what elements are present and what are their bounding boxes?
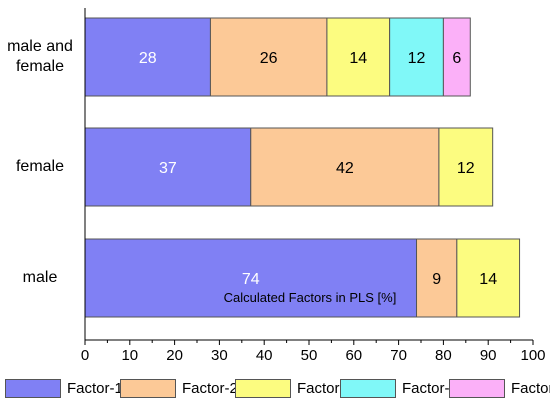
x-tick-label: 0 bbox=[81, 347, 89, 364]
x-tick-label: 10 bbox=[121, 347, 138, 364]
category-label-male: male bbox=[22, 269, 58, 286]
legend-swatch bbox=[449, 379, 505, 398]
bar-segment-male-factor-3 bbox=[456, 238, 521, 318]
data-label: 74 bbox=[242, 271, 260, 288]
legend-label: Factor-2 bbox=[182, 380, 238, 397]
legend-swatch bbox=[120, 379, 176, 398]
legend-label: Factor-4 bbox=[402, 380, 458, 397]
x-tick-label: 90 bbox=[480, 347, 497, 364]
bars-layer: 28 26 14 12 6 37 42 12 74 9 14 bbox=[84, 17, 521, 318]
data-label: 42 bbox=[336, 160, 354, 177]
x-tick-label: 80 bbox=[435, 347, 452, 364]
legend-label: Factor-3 bbox=[297, 380, 353, 397]
data-label: 26 bbox=[260, 50, 278, 67]
stacked-bar-chart: 28 26 14 12 6 37 42 12 74 9 14 0 10 20 30 40 50 60 70 80 90… bbox=[81, 8, 546, 364]
data-label: 14 bbox=[349, 50, 367, 67]
bar-segment-male-and-female-factor-1 bbox=[84, 17, 211, 97]
bar-segment-male-and-female-factor-5 bbox=[442, 17, 471, 97]
bar-segment-male-and-female-factor-3 bbox=[326, 17, 391, 97]
category-label-female: female bbox=[15, 158, 65, 175]
data-label: 12 bbox=[457, 160, 475, 177]
bar-segment-male-factor-2 bbox=[416, 238, 458, 318]
data-label: 6 bbox=[452, 50, 461, 67]
x-tick-label: 60 bbox=[345, 347, 362, 364]
bar-segment-male-and-female-factor-2 bbox=[209, 17, 328, 97]
data-label: 9 bbox=[432, 271, 441, 288]
data-label: 14 bbox=[479, 271, 497, 288]
bar-segment-female-factor-1 bbox=[84, 127, 252, 207]
legend-label: Factor-5 bbox=[511, 380, 550, 397]
legend: Factor-1 Factor-2 Factor-3 Factor-4 Factor-5 bbox=[0, 376, 550, 402]
x-tick-label: 30 bbox=[211, 347, 228, 364]
legend-label: Factor-1 bbox=[67, 380, 123, 397]
data-label: 37 bbox=[159, 160, 177, 177]
x-axis: 0 10 20 30 40 50 60 70 80 90 100 bbox=[81, 8, 546, 364]
legend-swatch bbox=[5, 379, 61, 398]
data-label: 12 bbox=[408, 50, 426, 67]
x-axis-label: Calculated Factors in PLS [%] bbox=[224, 290, 397, 305]
x-tick-label: 20 bbox=[166, 347, 183, 364]
bar-segment-female-factor-3 bbox=[438, 127, 494, 207]
bar-segment-female-factor-2 bbox=[250, 127, 440, 207]
category-label-male-and-female: male and female bbox=[7, 38, 73, 75]
x-tick-label: 50 bbox=[301, 347, 318, 364]
x-tick-label: 100 bbox=[520, 347, 545, 364]
legend-swatch bbox=[340, 379, 396, 398]
x-tick-label: 70 bbox=[390, 347, 407, 364]
bar-segment-male-and-female-factor-4 bbox=[389, 17, 444, 97]
x-tick-label: 40 bbox=[256, 347, 273, 364]
legend-swatch bbox=[235, 379, 291, 398]
data-label: 28 bbox=[139, 50, 157, 67]
